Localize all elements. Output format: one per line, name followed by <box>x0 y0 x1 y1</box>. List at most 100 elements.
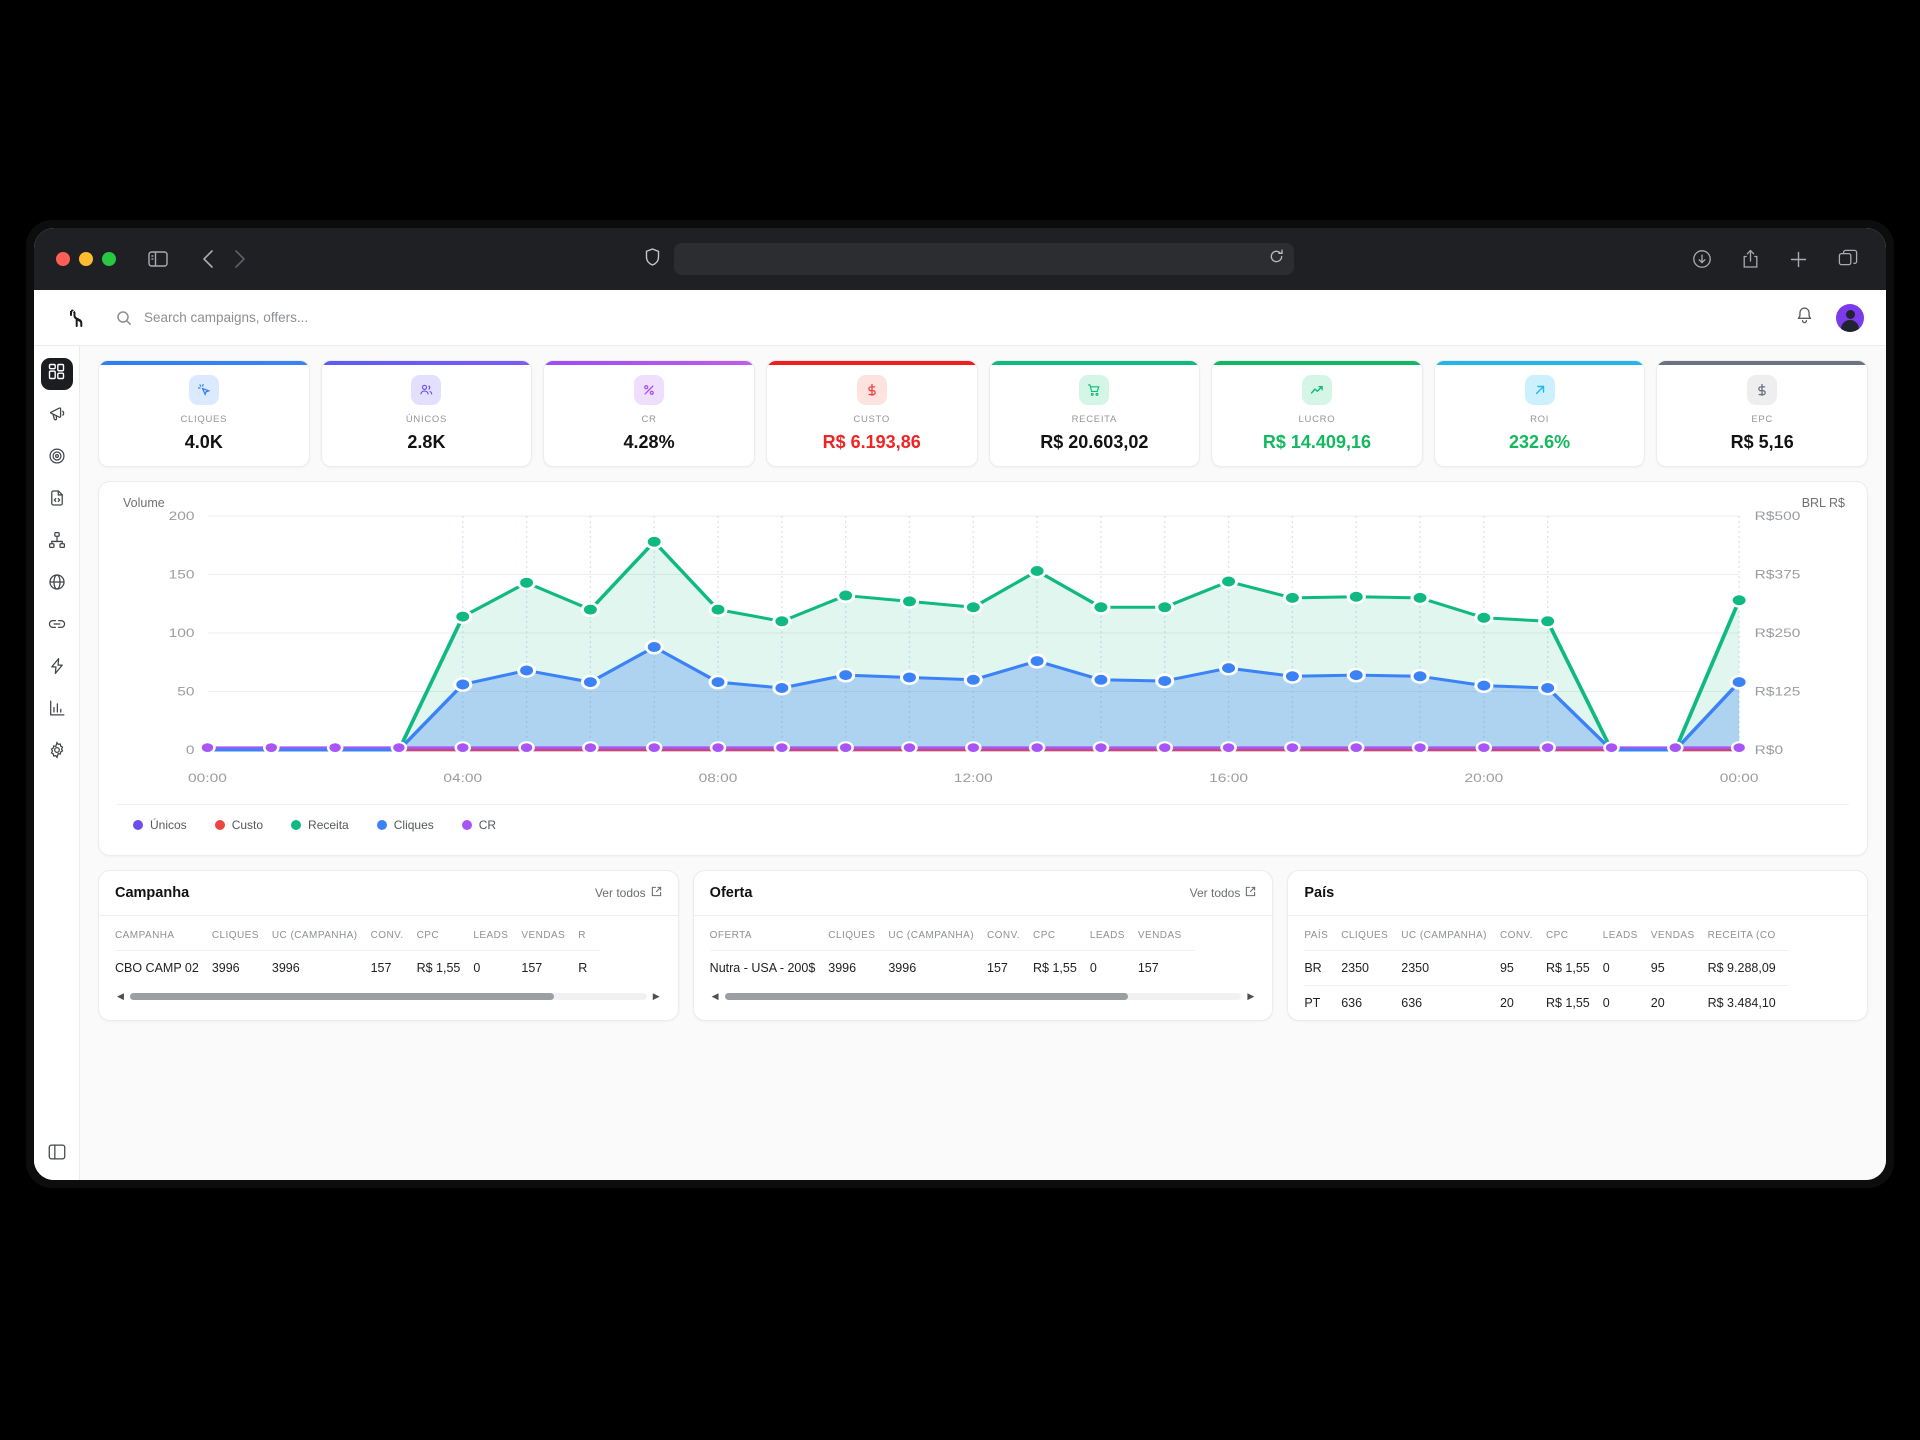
scroll-thumb[interactable] <box>724 993 1128 1000</box>
cursor-click-icon <box>188 375 219 405</box>
table-title: Oferta <box>709 885 753 901</box>
col-receita: RECEITA (CO <box>1707 930 1776 941</box>
scroll-track[interactable] <box>129 993 647 1000</box>
view-all-link[interactable]: Ver todos <box>595 886 662 900</box>
legend-item-cliques[interactable]: Cliques <box>376 818 434 832</box>
header-actions[interactable] <box>1795 303 1864 332</box>
tab-overview-icon[interactable] <box>1838 249 1858 269</box>
scroll-thumb[interactable] <box>129 993 554 1000</box>
kpi-card-cliques[interactable]: CLIQUES 4.0K <box>98 360 310 467</box>
kpi-value: R$ 14.409,16 <box>1262 432 1371 452</box>
sidebar-item-settings[interactable] <box>41 736 73 768</box>
right-axis-title: BRL R$ <box>1801 496 1845 510</box>
table-scroll[interactable]: PAÍS CLIQUES UC (CAMPANHA) CONV. CPC LEA… <box>1288 916 1867 1020</box>
reload-icon[interactable] <box>1269 249 1284 269</box>
legend-item-cr[interactable]: CR <box>461 818 497 832</box>
legend-item-custo[interactable]: Custo <box>214 818 263 832</box>
table-row[interactable]: BR 2350 2350 95 R$ 1,55 0 95 R$ 9.288,09 <box>1304 950 1789 986</box>
address-bar-area[interactable] <box>262 243 1676 275</box>
sidebar-item-flows[interactable] <box>41 526 73 558</box>
downloads-icon[interactable] <box>1692 249 1712 269</box>
scroll-right-icon[interactable]: ▶ <box>652 991 660 1001</box>
dog-logo-icon[interactable] <box>56 306 102 330</box>
url-input[interactable] <box>673 243 1294 275</box>
new-tab-icon[interactable] <box>1789 250 1808 269</box>
kpi-card-receita[interactable]: RECEITA R$ 20.603,02 <box>988 360 1201 467</box>
shield-icon <box>645 247 660 271</box>
svg-text:08:00: 08:00 <box>699 771 738 785</box>
kpi-card-unicos[interactable]: ÚNICOS 2.8K <box>320 360 533 467</box>
kpi-card-custo[interactable]: CUSTO R$ 6.193,86 <box>765 360 978 467</box>
col-vendas: VENDAS <box>1650 930 1695 941</box>
scroll-left-icon[interactable]: ◀ <box>117 991 124 1001</box>
bell-icon[interactable] <box>1795 306 1814 330</box>
col-conv: CONV. <box>987 930 1021 941</box>
window-controls[interactable] <box>56 252 116 266</box>
sidebar-item-automations[interactable] <box>41 652 73 684</box>
kpi-card-cr[interactable]: CR 4.28% <box>543 360 755 467</box>
table-header: Campanha Ver todos <box>99 871 678 916</box>
cart-icon <box>1079 375 1110 405</box>
cell-cliques: 3996 <box>828 950 889 985</box>
device-frame: CLIQUES 4.0K ÚNICOS 2.8K <box>26 220 1894 1188</box>
nav-arrows[interactable] <box>202 249 246 269</box>
scroll-right-icon[interactable]: ▶ <box>1247 991 1255 1001</box>
legend-item-receita[interactable]: Receita <box>291 818 349 832</box>
chart-svg[interactable]: 200 R$500 150 R$375 100 R$250 50 R$125 0 R$0 00:00… <box>117 498 1849 798</box>
cell-leads: 0 <box>1602 985 1651 1020</box>
table-scroll[interactable]: OFERTA CLIQUES UC (CAMPANHA) CONV. CPC L… <box>694 916 1273 1011</box>
grid-icon <box>48 363 65 385</box>
view-all-link[interactable]: Ver todos <box>1190 886 1257 900</box>
sidebar-item-domains[interactable] <box>41 568 73 600</box>
sidebar-item-dashboard[interactable] <box>40 358 73 390</box>
app-header <box>34 290 1886 346</box>
col-uc: UC (CAMPANHA) <box>1401 930 1487 941</box>
scroll-left-icon[interactable]: ◀ <box>711 991 719 1001</box>
horizontal-scrollbar[interactable]: ◀ ▶ <box>711 991 1255 1001</box>
minimize-button[interactable] <box>79 252 93 266</box>
table-scroll[interactable]: CAMPANHA CLIQUES UC (CAMPANHA) CONV. CPC… <box>99 916 678 1011</box>
horizontal-scrollbar[interactable]: ◀ ▶ <box>117 991 660 1001</box>
kpi-card-epc[interactable]: EPC R$ 5,16 <box>1656 360 1868 467</box>
share-icon[interactable] <box>1742 249 1759 269</box>
table-row[interactable]: CBO CAMP 02 3996 3996 157 R$ 1,55 0 157 … <box>115 950 601 985</box>
col-cpc: CPC <box>1033 930 1056 941</box>
sidebar-item-reports[interactable] <box>41 694 73 726</box>
search-bar[interactable] <box>102 310 1795 326</box>
table-row[interactable]: PT 636 636 20 R$ 1,55 0 20 R$ 3.484,10 <box>1304 985 1789 1020</box>
kpi-card-roi[interactable]: ROI 232.6% <box>1433 360 1646 467</box>
users-icon <box>411 375 442 405</box>
scroll-track[interactable] <box>724 993 1242 1000</box>
sidebar-item-campaigns[interactable] <box>41 400 73 432</box>
kpi-value: R$ 5,16 <box>1730 432 1794 452</box>
sidebar-item-links[interactable] <box>41 610 73 642</box>
link-icon <box>48 615 66 638</box>
forward-icon[interactable] <box>234 249 246 269</box>
legend-swatch <box>214 820 225 830</box>
table-header: Oferta Ver todos <box>693 871 1273 916</box>
sidebar-collapse-button[interactable] <box>48 1143 66 1166</box>
cell-vendas: 157 <box>1137 950 1195 985</box>
legend-label: CR <box>478 818 497 832</box>
bar-chart-icon <box>48 699 66 722</box>
legend-item-unicos[interactable]: Únicos <box>133 818 187 832</box>
svg-text:00:00: 00:00 <box>188 771 227 785</box>
back-icon[interactable] <box>202 249 214 269</box>
search-icon <box>116 310 132 326</box>
chrome-actions[interactable] <box>1692 249 1858 269</box>
kpi-accent <box>1657 361 1867 365</box>
sidebar-item-targets[interactable] <box>41 442 73 474</box>
zoom-button[interactable] <box>102 252 116 266</box>
col-vendas: VENDAS <box>1137 930 1182 941</box>
close-button[interactable] <box>56 252 70 266</box>
sidebar-toggle-icon[interactable] <box>148 251 168 267</box>
search-input[interactable] <box>144 310 544 325</box>
sidebar[interactable] <box>34 346 80 1180</box>
table-row[interactable]: Nutra - USA - 200$ 3996 3996 157 R$ 1,55… <box>709 950 1195 985</box>
oferta-table: OFERTA CLIQUES UC (CAMPANHA) CONV. CPC L… <box>709 916 1195 985</box>
browser-chrome <box>34 228 1886 290</box>
kpi-card-lucro[interactable]: LUCRO R$ 14.409,16 <box>1211 360 1423 467</box>
sidebar-item-scripts[interactable] <box>41 484 73 516</box>
chart-legend[interactable]: Únicos Custo Receita Cliques CR <box>117 804 1849 845</box>
avatar[interactable] <box>1836 303 1864 332</box>
